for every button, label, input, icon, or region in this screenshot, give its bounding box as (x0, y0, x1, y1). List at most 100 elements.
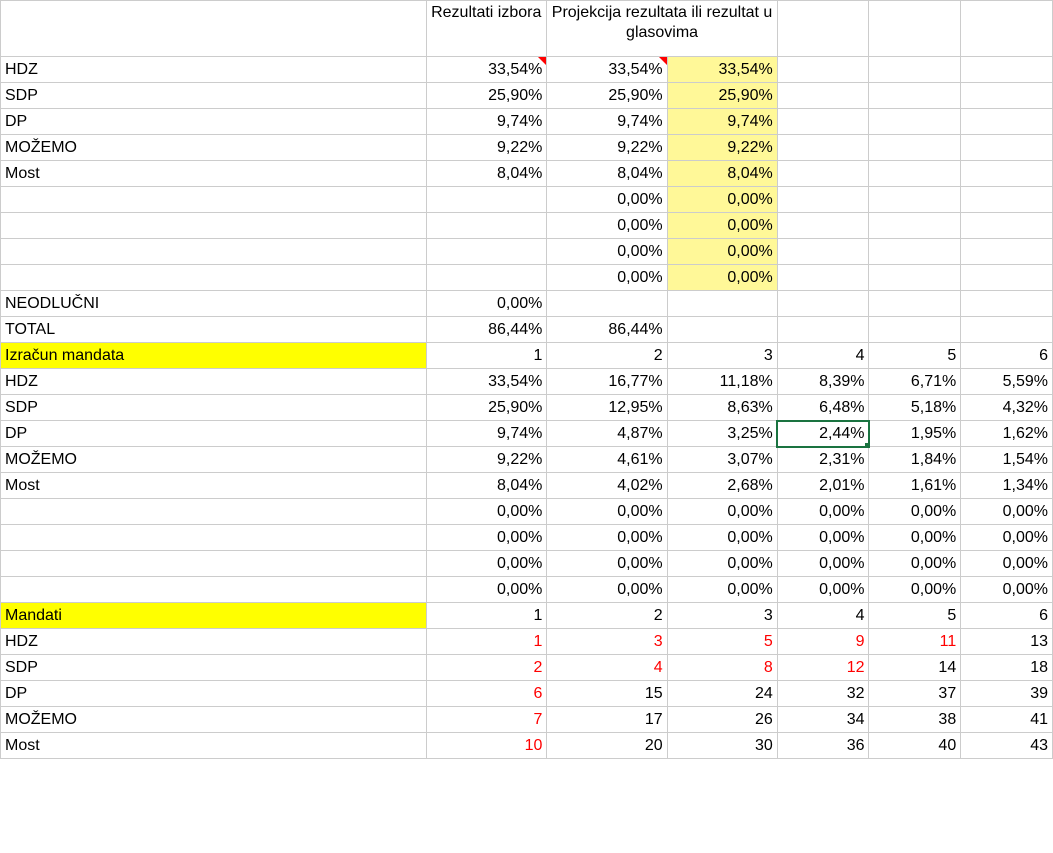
party-label[interactable]: HDZ (1, 369, 427, 395)
cell-empty[interactable] (777, 213, 869, 239)
cell-value[interactable]: 4,32% (961, 395, 1053, 421)
cell-empty[interactable] (1, 1, 427, 57)
cell-value[interactable]: 86,44% (547, 317, 667, 343)
cell-empty[interactable] (869, 213, 961, 239)
cell-value[interactable]: 0,00% (961, 499, 1053, 525)
col-number[interactable]: 2 (547, 343, 667, 369)
cell-value[interactable]: 8,04% (667, 161, 777, 187)
cell-value[interactable] (427, 213, 547, 239)
cell-value[interactable]: 33,54% (667, 57, 777, 83)
party-label[interactable] (1, 551, 427, 577)
cell-value[interactable]: 7 (427, 707, 547, 733)
cell-value[interactable]: 0,00% (667, 187, 777, 213)
cell-value[interactable]: 20 (547, 733, 667, 759)
cell-value[interactable]: 10 (427, 733, 547, 759)
cell-value[interactable]: 6,71% (869, 369, 961, 395)
col-number[interactable]: 6 (961, 603, 1053, 629)
cell-empty[interactable] (869, 1, 961, 57)
cell-value[interactable]: 0,00% (961, 577, 1053, 603)
col-number[interactable]: 4 (777, 603, 869, 629)
cell-value[interactable]: 41 (961, 707, 1053, 733)
cell-value[interactable] (667, 317, 777, 343)
cell-empty[interactable] (869, 265, 961, 291)
cell-value[interactable]: 0,00% (667, 265, 777, 291)
cell-empty[interactable] (869, 187, 961, 213)
cell-value[interactable]: 8 (667, 655, 777, 681)
cell-value[interactable]: 8,04% (547, 161, 667, 187)
cell-value[interactable]: 0,00% (667, 213, 777, 239)
party-label[interactable] (1, 187, 427, 213)
cell-value[interactable]: 9,74% (427, 421, 547, 447)
party-label[interactable]: MOŽEMO (1, 707, 427, 733)
col-number[interactable]: 5 (869, 603, 961, 629)
cell-empty[interactable] (961, 187, 1053, 213)
cell-empty[interactable] (961, 135, 1053, 161)
cell-value[interactable]: 32 (777, 681, 869, 707)
header-rezultati[interactable]: Rezultati izbora (427, 1, 547, 57)
cell-value[interactable]: 8,63% (667, 395, 777, 421)
cell-empty[interactable] (777, 135, 869, 161)
cell-value[interactable]: 0,00% (777, 525, 869, 551)
cell-value[interactable]: 0,00% (427, 551, 547, 577)
cell-value[interactable]: 0,00% (961, 551, 1053, 577)
col-number[interactable]: 3 (667, 603, 777, 629)
cell-empty[interactable] (869, 57, 961, 83)
cell-empty[interactable] (869, 291, 961, 317)
col-number[interactable]: 2 (547, 603, 667, 629)
cell-value[interactable] (427, 265, 547, 291)
party-label[interactable]: Most (1, 733, 427, 759)
cell-value[interactable]: 1,34% (961, 473, 1053, 499)
cell-empty[interactable] (777, 1, 869, 57)
cell-value[interactable]: 0,00% (869, 577, 961, 603)
cell-empty[interactable] (961, 1, 1053, 57)
cell-value[interactable]: 40 (869, 733, 961, 759)
cell-value[interactable]: 9,22% (427, 135, 547, 161)
party-label[interactable]: HDZ (1, 57, 427, 83)
cell-value[interactable]: 4 (547, 655, 667, 681)
cell-value[interactable]: 0,00% (961, 525, 1053, 551)
cell-value[interactable]: 9,74% (427, 109, 547, 135)
party-label[interactable]: SDP (1, 655, 427, 681)
cell-value[interactable]: 0,00% (777, 551, 869, 577)
cell-empty[interactable] (961, 291, 1053, 317)
cell-value[interactable]: 3,25% (667, 421, 777, 447)
cell-value[interactable]: 30 (667, 733, 777, 759)
cell-value[interactable]: 0,00% (667, 577, 777, 603)
cell-value[interactable]: 6 (427, 681, 547, 707)
cell-value[interactable]: 2,68% (667, 473, 777, 499)
cell-value[interactable]: 0,00% (869, 551, 961, 577)
cell-empty[interactable] (777, 239, 869, 265)
party-label[interactable]: Most (1, 473, 427, 499)
cell-value[interactable]: 2,44% (777, 421, 869, 447)
cell-value[interactable]: 9 (777, 629, 869, 655)
cell-value[interactable]: 0,00% (777, 499, 869, 525)
party-label[interactable]: DP (1, 421, 427, 447)
party-label[interactable]: MOŽEMO (1, 447, 427, 473)
cell-empty[interactable] (777, 317, 869, 343)
cell-value[interactable]: 12,95% (547, 395, 667, 421)
cell-value[interactable]: 36 (777, 733, 869, 759)
cell-empty[interactable] (777, 109, 869, 135)
cell-value[interactable]: 1,62% (961, 421, 1053, 447)
cell-value[interactable]: 9,22% (667, 135, 777, 161)
cell-value[interactable]: 0,00% (547, 239, 667, 265)
cell-value[interactable]: 24 (667, 681, 777, 707)
cell-value[interactable]: 1,84% (869, 447, 961, 473)
cell-value[interactable]: 2 (427, 655, 547, 681)
party-label[interactable] (1, 265, 427, 291)
cell-empty[interactable] (961, 161, 1053, 187)
cell-value[interactable]: 8,04% (427, 161, 547, 187)
party-label[interactable]: NEODLUČNI (1, 291, 427, 317)
cell-value[interactable]: 5 (667, 629, 777, 655)
cell-empty[interactable] (869, 109, 961, 135)
cell-empty[interactable] (777, 161, 869, 187)
cell-value[interactable]: 25,90% (547, 83, 667, 109)
cell-empty[interactable] (869, 161, 961, 187)
cell-value[interactable]: 16,77% (547, 369, 667, 395)
cell-value[interactable]: 17 (547, 707, 667, 733)
cell-empty[interactable] (869, 239, 961, 265)
cell-value[interactable]: 18 (961, 655, 1053, 681)
cell-empty[interactable] (961, 213, 1053, 239)
cell-value[interactable]: 14 (869, 655, 961, 681)
party-label[interactable]: MOŽEMO (1, 135, 427, 161)
